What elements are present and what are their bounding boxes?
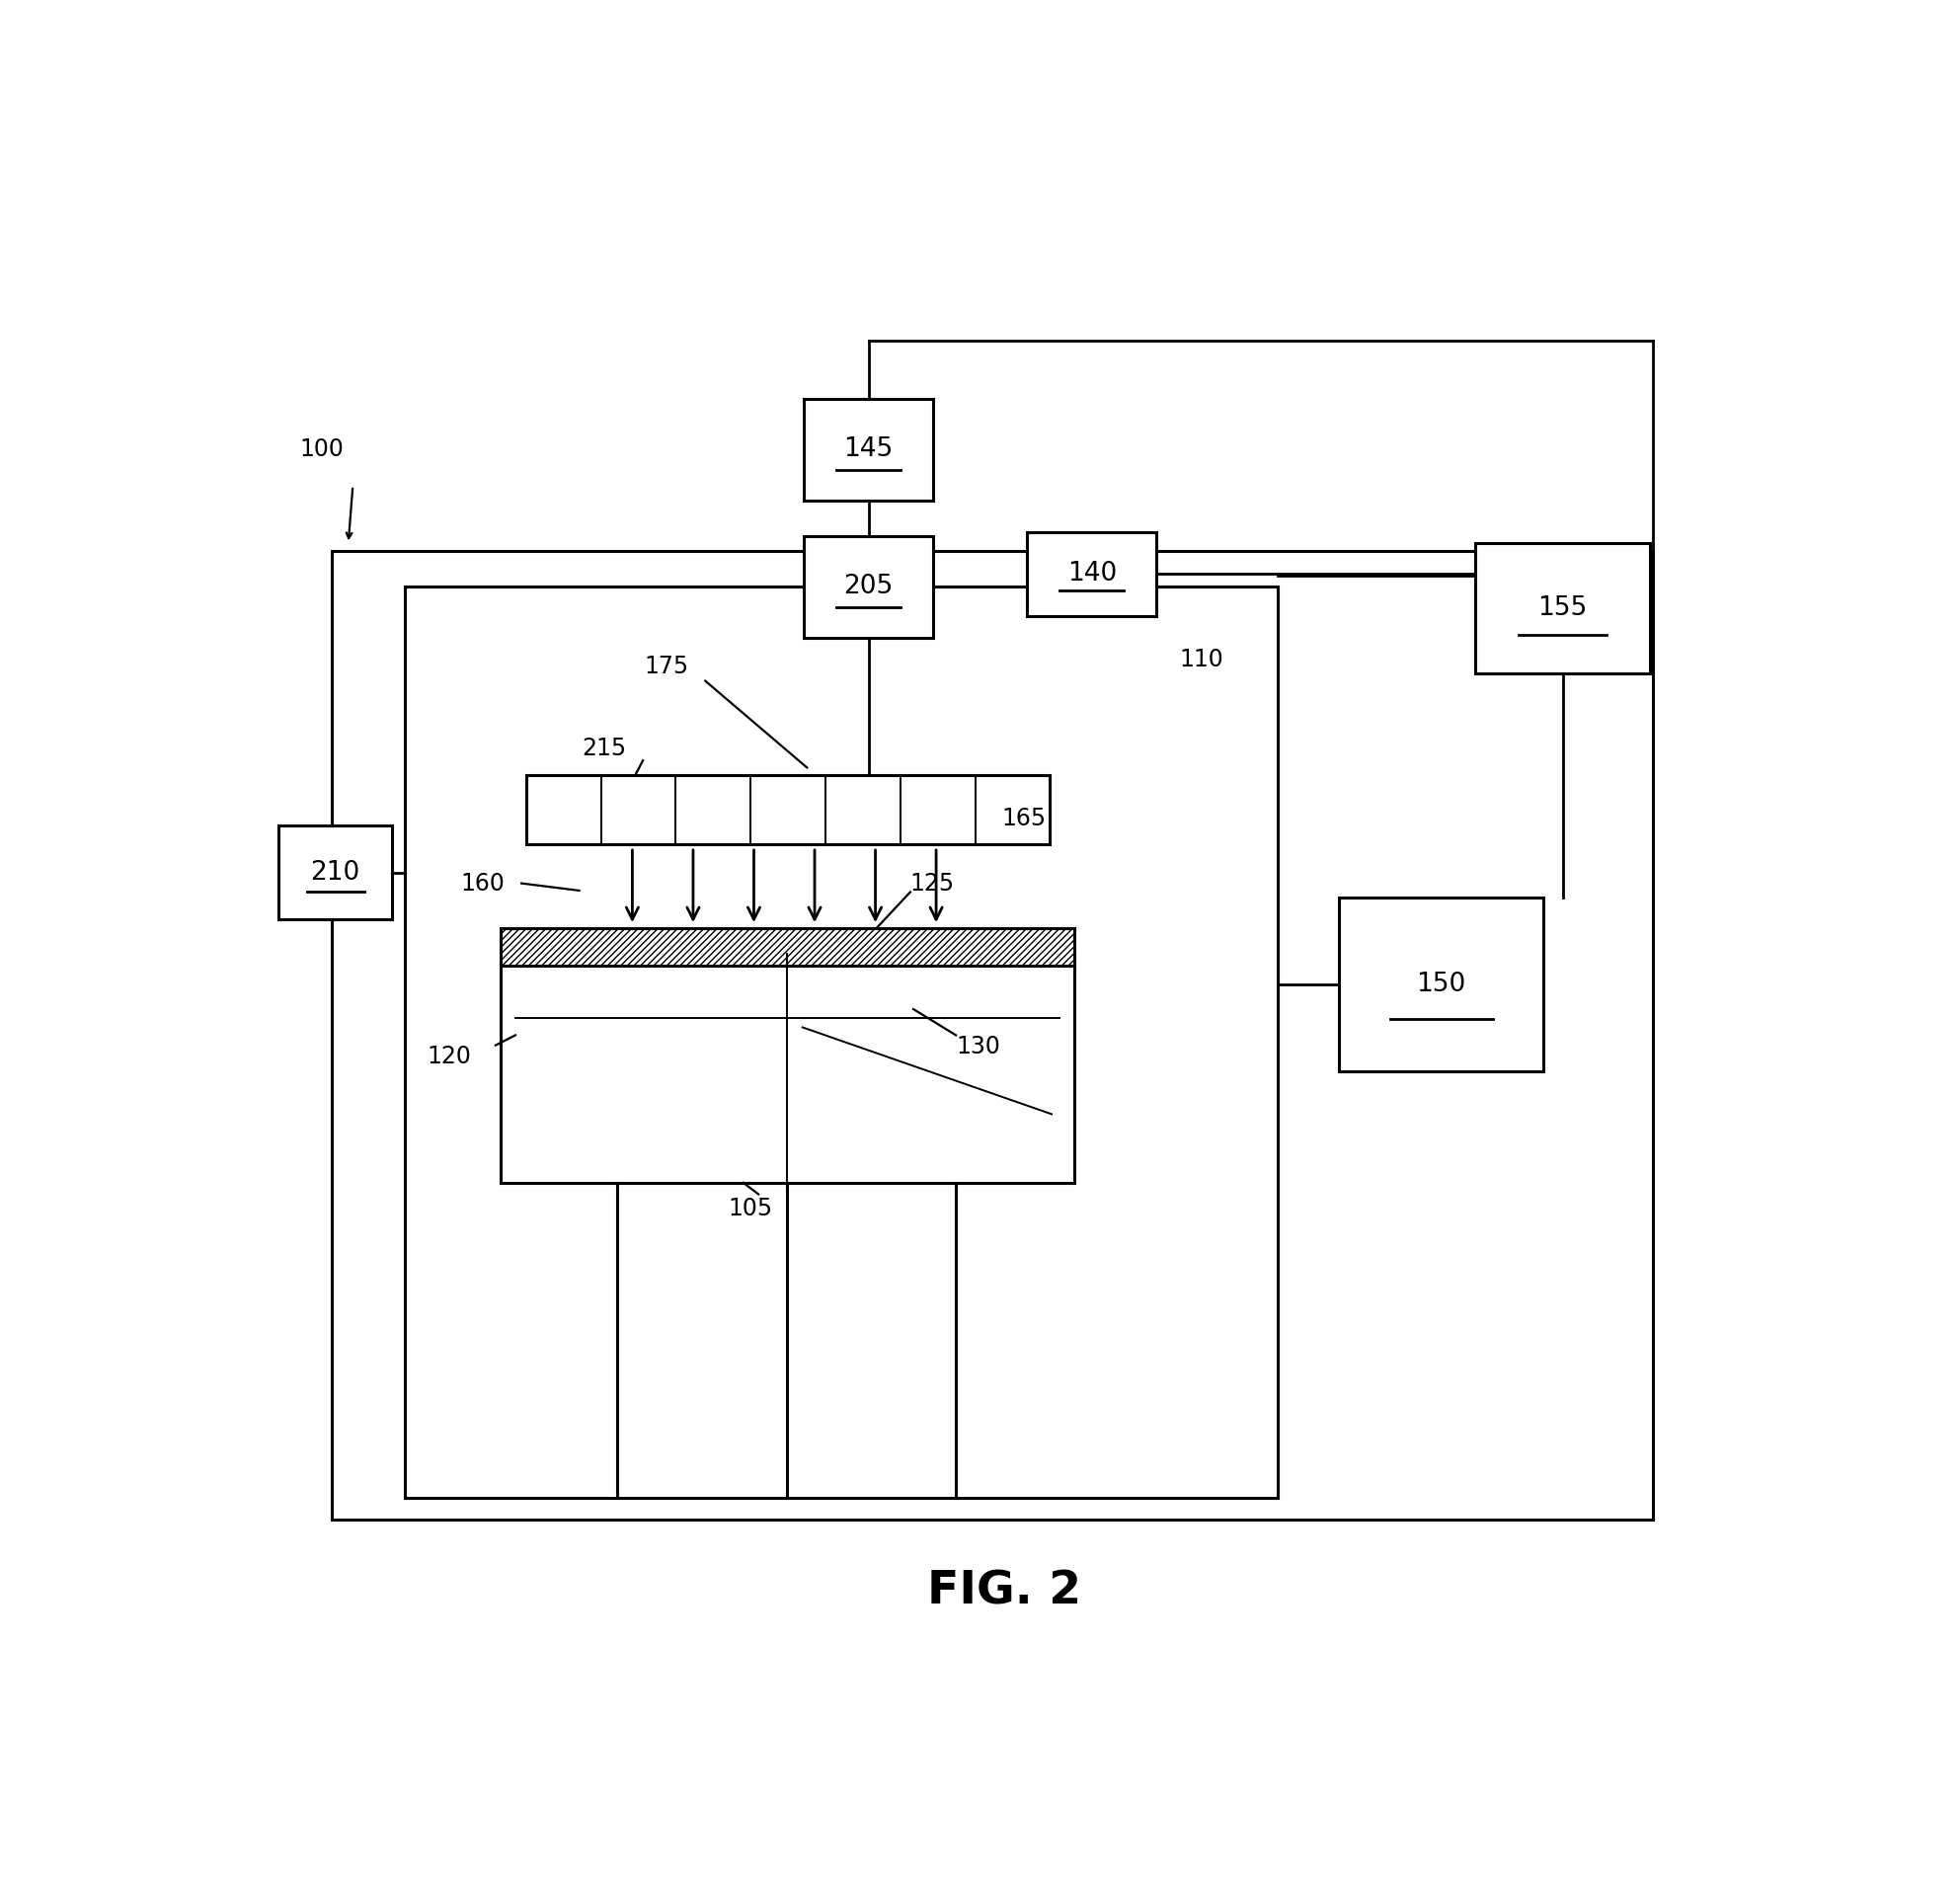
Text: 175: 175 [645,655,690,678]
Text: 160: 160 [461,871,506,896]
Bar [500,954,1074,1183]
Bar [1027,531,1156,616]
Text: 100: 100 [300,438,345,462]
Text: 145: 145 [843,438,894,462]
Text: 140: 140 [1066,562,1117,586]
Text: 150: 150 [1417,971,1466,997]
Bar [804,537,933,637]
Bar [500,928,1074,965]
Bar [525,776,1051,845]
Bar [1476,543,1650,674]
Bar [804,398,933,500]
Text: 155: 155 [1539,595,1588,622]
Text: 205: 205 [843,575,894,599]
Text: 130: 130 [956,1035,1000,1059]
Text: 210: 210 [310,860,361,885]
Bar [404,586,1278,1499]
Text: 105: 105 [727,1196,772,1221]
Text: 215: 215 [582,736,627,761]
Text: 125: 125 [909,871,955,896]
Bar [278,826,392,920]
Text: FIG. 2: FIG. 2 [927,1570,1082,1613]
Text: 120: 120 [427,1044,472,1069]
Bar [331,550,1652,1519]
Bar [1339,898,1544,1070]
Text: 110: 110 [1180,648,1223,670]
Text: 165: 165 [1002,806,1047,830]
